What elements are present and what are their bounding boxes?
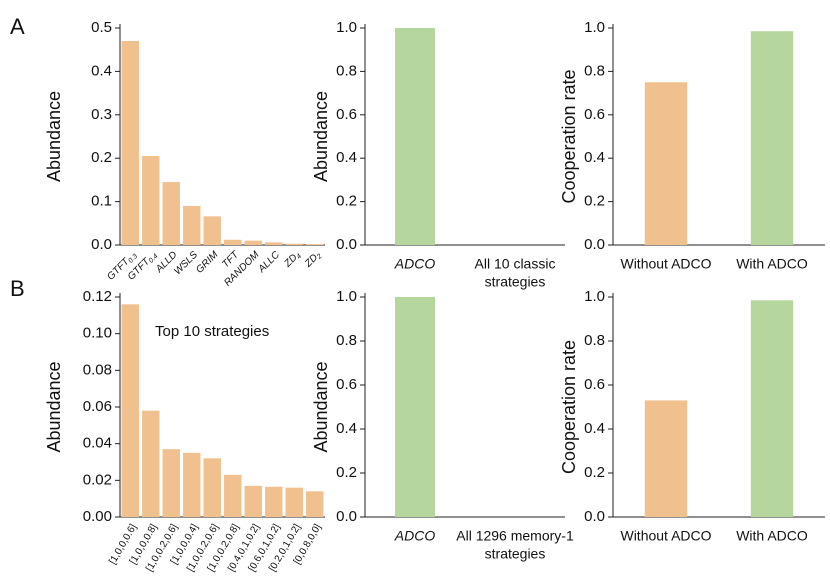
- bar: [244, 240, 262, 245]
- y-tick-label: 0.4: [91, 62, 112, 79]
- y-axis-label: Abundance: [44, 91, 64, 182]
- panel-label: B: [10, 276, 25, 301]
- y-tick-label: 0.2: [584, 193, 605, 210]
- y-tick-label: 0.6: [336, 106, 357, 123]
- panel-label: A: [10, 14, 25, 39]
- y-tick-label: 0.6: [584, 106, 605, 123]
- bar: [142, 156, 160, 245]
- x-tick-label: Without ADCO: [620, 528, 711, 544]
- bar: [265, 486, 283, 517]
- x-tick-text: GRIM: [194, 249, 221, 276]
- bar: [750, 31, 794, 245]
- y-axis-label: Abundance: [311, 361, 331, 452]
- y-tick-label: 0.0: [584, 236, 605, 253]
- bar: [285, 243, 303, 245]
- x-tick-label: ALLC: [256, 249, 283, 276]
- y-tick-label: 0.04: [83, 435, 112, 452]
- x-tick-text: WSLS: [172, 249, 200, 277]
- y-tick-label: 1.0: [584, 288, 605, 305]
- x-tick-label: All 10 classic: [475, 256, 556, 272]
- y-tick-label: 0.10: [83, 325, 112, 342]
- x-tick-label: With ADCO: [736, 528, 808, 544]
- y-tick-label: 0.00: [83, 508, 112, 525]
- y-tick-label: 0.0: [584, 508, 605, 525]
- y-tick-label: 0.12: [83, 288, 112, 305]
- y-axis-label: Abundance: [311, 91, 331, 182]
- y-tick-label: 0.2: [336, 193, 357, 210]
- x-tick-label: ZD4: [282, 249, 304, 271]
- x-tick-sub: 0.4: [148, 253, 160, 265]
- x-tick-sub: 2: [315, 253, 323, 261]
- y-tick-label: 1.0: [584, 19, 605, 36]
- bar: [265, 242, 283, 245]
- y-tick-label: 0.4: [336, 149, 357, 166]
- x-tick-sub: 0.3: [127, 253, 139, 265]
- y-tick-label: 0.0: [91, 236, 112, 253]
- y-axis-label: Abundance: [44, 361, 64, 452]
- x-tick-label: All 1296 memory-1: [456, 528, 574, 544]
- y-tick-label: 1.0: [336, 19, 357, 36]
- bar: [644, 400, 688, 517]
- y-tick-label: 0.02: [83, 471, 112, 488]
- bar: [203, 216, 221, 245]
- bar: [644, 82, 688, 245]
- y-tick-label: 0.06: [83, 398, 112, 415]
- bar: [183, 452, 201, 517]
- x-tick-label: GRIM: [194, 249, 221, 276]
- bar: [121, 304, 139, 517]
- bar: [142, 410, 160, 517]
- y-axis-label: Cooperation rate: [559, 340, 579, 474]
- x-tick-text: ALLC: [256, 249, 283, 276]
- x-tick-label: ADCO: [394, 256, 436, 272]
- bar: [244, 485, 262, 517]
- y-tick-label: 0.2: [91, 149, 112, 166]
- bar: [395, 297, 435, 517]
- y-tick-label: 0.2: [336, 464, 357, 481]
- y-tick-label: 0.0: [336, 236, 357, 253]
- bar: [395, 28, 435, 245]
- x-tick-label: strategies: [485, 546, 546, 562]
- bar: [306, 491, 324, 517]
- y-tick-label: 0.2: [584, 464, 605, 481]
- y-tick-label: 0.6: [336, 376, 357, 393]
- y-tick-label: 0.1: [91, 193, 112, 210]
- y-tick-label: 0.8: [584, 332, 605, 349]
- y-tick-label: 1.0: [336, 288, 357, 305]
- y-axis-label: Cooperation rate: [559, 69, 579, 203]
- x-tick-label: WSLS: [172, 249, 200, 277]
- x-tick-label: ZD2: [302, 249, 324, 271]
- x-tick-sub: 4: [295, 253, 303, 261]
- bar: [183, 205, 201, 245]
- bar: [750, 300, 794, 517]
- y-tick-label: 0.8: [584, 62, 605, 79]
- y-tick-label: 0.3: [91, 106, 112, 123]
- annotation: Top 10 strategies: [155, 323, 269, 340]
- y-tick-label: 0.0: [336, 508, 357, 525]
- y-tick-label: 0.08: [83, 361, 112, 378]
- x-tick-label: With ADCO: [736, 256, 808, 272]
- y-tick-label: 0.5: [91, 19, 112, 36]
- x-tick-label: strategies: [485, 274, 546, 290]
- bar: [121, 41, 139, 245]
- bar: [162, 449, 180, 517]
- bar: [224, 239, 242, 245]
- y-tick-label: 0.8: [336, 62, 357, 79]
- bar: [203, 458, 221, 517]
- bar: [285, 487, 303, 517]
- y-tick-label: 0.8: [336, 332, 357, 349]
- y-tick-label: 0.6: [584, 376, 605, 393]
- bar: [224, 474, 242, 517]
- bar: [306, 244, 324, 245]
- bar: [162, 182, 180, 245]
- x-tick-label: Without ADCO: [620, 256, 711, 272]
- y-tick-label: 0.4: [584, 149, 605, 166]
- x-tick-label: ADCO: [394, 528, 436, 544]
- y-tick-label: 0.4: [336, 420, 357, 437]
- y-tick-label: 0.4: [584, 420, 605, 437]
